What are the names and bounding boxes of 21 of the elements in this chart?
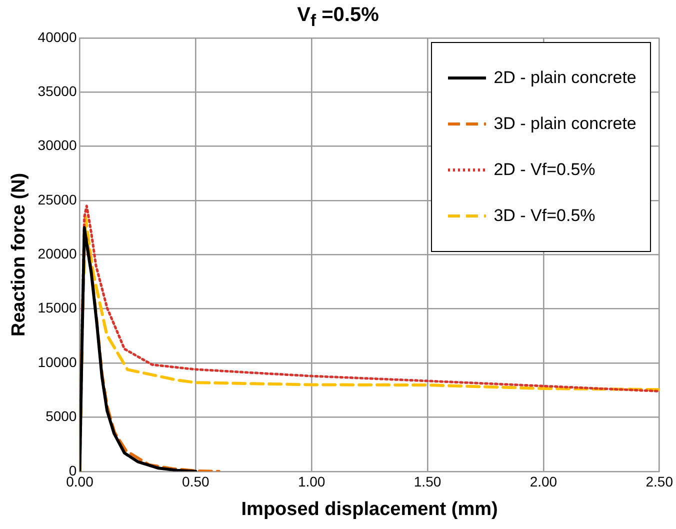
legend-label: 2D - Vf=0.5% xyxy=(494,160,596,180)
y-tick-label: 35000 xyxy=(38,83,77,100)
legend-label: 2D - plain concrete xyxy=(494,68,636,88)
y-tick-label: 5000 xyxy=(46,408,77,424)
x-axis-title: Imposed displacement (mm) xyxy=(241,498,498,520)
y-tick-label: 40000 xyxy=(38,28,77,45)
x-tick-label: 2.50 xyxy=(646,474,674,490)
x-tick-label: 2.00 xyxy=(530,474,558,490)
y-tick-label: 25000 xyxy=(38,191,77,208)
y-tick-label: 0 xyxy=(68,462,77,478)
y-tick-label: 30000 xyxy=(38,137,77,154)
y-tick-label: 20000 xyxy=(38,246,77,262)
legend-label: 3D - plain concrete xyxy=(494,114,636,134)
x-tick-label: 0.50 xyxy=(182,474,210,490)
x-tick-label: 1.50 xyxy=(414,474,442,490)
y-tick-label: 15000 xyxy=(38,300,77,316)
y-tick-label: 10000 xyxy=(38,354,77,370)
chart-title: V$_{f}$ =0.5% xyxy=(297,4,379,30)
x-tick-label: 1.00 xyxy=(298,474,326,490)
y-axis-title: Reaction force (N) xyxy=(8,172,30,337)
legend-label: 3D - Vf=0.5% xyxy=(494,206,596,226)
